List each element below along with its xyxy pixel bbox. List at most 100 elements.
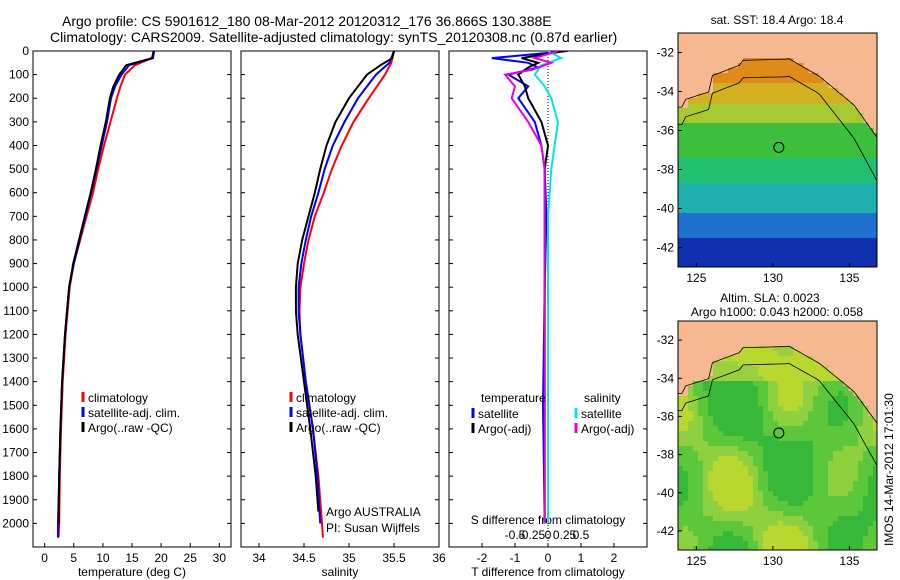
map-cell (763, 406, 769, 412)
map-cell (743, 173, 749, 179)
map-cell (763, 481, 769, 487)
map-cell (828, 521, 834, 527)
map-cell (838, 128, 844, 134)
map-cell (853, 198, 859, 204)
map-cell (833, 536, 839, 542)
map-cell (758, 506, 764, 512)
map-cell (853, 193, 859, 199)
map-cell (858, 441, 864, 447)
map-cell (828, 233, 834, 239)
map-cell (763, 143, 769, 149)
map-cell (863, 173, 869, 179)
map-cell (708, 218, 714, 224)
map-cell (758, 441, 764, 447)
map-cell (743, 346, 749, 352)
map-cell (688, 511, 694, 517)
map-cell (683, 208, 689, 214)
map-cell (828, 381, 834, 387)
map-cell (713, 188, 719, 194)
map-cell (873, 476, 877, 482)
map-cell (803, 461, 809, 467)
map-cell (783, 103, 789, 109)
map-cell (748, 173, 754, 179)
map-cell (728, 466, 734, 472)
map-cell (818, 486, 824, 492)
map-cell (723, 396, 729, 402)
map-cell (823, 531, 829, 537)
map-cell (748, 88, 754, 94)
map-cell (833, 223, 839, 229)
map-cell (848, 396, 854, 402)
map-cell (843, 471, 849, 477)
map-cell (748, 188, 754, 194)
map-cell (743, 103, 749, 109)
map-cell (703, 411, 709, 417)
map-cell (838, 93, 844, 99)
map-cell (788, 471, 794, 477)
map-cell (778, 401, 784, 407)
map-cell (773, 138, 779, 144)
map-cell (793, 148, 799, 154)
map-cell (808, 466, 814, 472)
y-tick-label: -38 (657, 448, 675, 462)
map-cell (813, 536, 819, 542)
map-cell (748, 138, 754, 144)
map-cell (778, 153, 784, 159)
map-cell (803, 391, 809, 397)
map-cell (838, 521, 844, 527)
x-tick-label: 1 (578, 551, 585, 565)
map-cell (703, 153, 709, 159)
map-cell (828, 223, 834, 229)
map-cell (738, 118, 744, 124)
map-cell (738, 521, 744, 527)
map-cell (733, 376, 739, 382)
map-cell (778, 381, 784, 387)
map-cell (783, 98, 789, 104)
map-cell (773, 128, 779, 134)
map-cell (838, 501, 844, 507)
map-cell (828, 486, 834, 492)
map-cell (773, 93, 779, 99)
map-cell (743, 501, 749, 507)
map-cell (748, 496, 754, 502)
map-cell (813, 198, 819, 204)
map-cell (688, 248, 694, 254)
map-cell (823, 546, 829, 550)
map-cell (678, 501, 684, 507)
map-cell (823, 536, 829, 542)
map-cell (713, 381, 719, 387)
map-cell (803, 491, 809, 497)
map-cell (828, 243, 834, 249)
map-cell (838, 108, 844, 114)
map-cell (838, 233, 844, 239)
map-cell (793, 401, 799, 407)
map-cell (768, 511, 774, 517)
map-cell (728, 411, 734, 417)
map-cell (683, 416, 689, 422)
map-cell (743, 68, 749, 74)
map-cell (728, 381, 734, 387)
map-cell (788, 198, 794, 204)
map-cell (738, 248, 744, 254)
map-cell (848, 173, 854, 179)
map-cell (708, 223, 714, 229)
map-cell (768, 436, 774, 442)
map-cell (723, 391, 729, 397)
map-cell (748, 456, 754, 462)
map-cell (743, 228, 749, 234)
map-cell (748, 208, 754, 214)
map-cell (848, 476, 854, 482)
map-cell (758, 203, 764, 209)
map-cell (818, 113, 824, 119)
map-cell (698, 118, 704, 124)
x-tick-label: 34.5 (292, 551, 316, 565)
map-cell (813, 178, 819, 184)
map-cell (783, 541, 789, 547)
map-cell (703, 148, 709, 154)
map-cell (733, 431, 739, 437)
map-cell (813, 153, 819, 159)
map-cell (728, 223, 734, 229)
map-cell (803, 396, 809, 402)
map-cell (833, 233, 839, 239)
